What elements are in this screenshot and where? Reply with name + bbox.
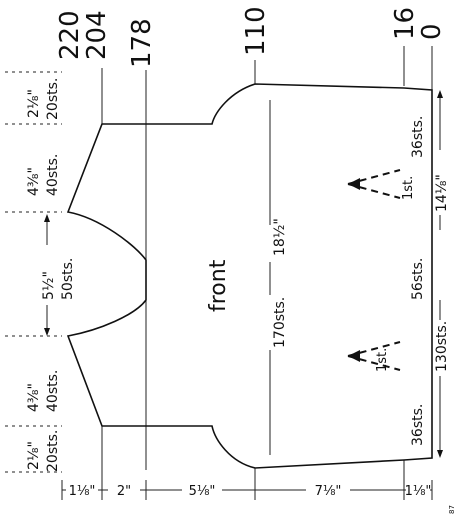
width-inches: 4⅜" <box>26 167 42 196</box>
row-label-16: 16 <box>390 7 420 40</box>
height-label-4: 7⅛" <box>315 484 342 499</box>
width-section-1: 2⅛" 20sts. <box>26 78 61 120</box>
dart-lower: 1st. <box>347 341 401 372</box>
width-sts: 20sts. <box>45 430 61 472</box>
label-backdrop <box>182 482 222 498</box>
arrowhead <box>437 90 443 98</box>
label-backdrop <box>108 482 140 498</box>
height-label-2: 2" <box>117 484 131 499</box>
width-sts: 40sts. <box>45 154 61 196</box>
width-sts: 40sts. <box>45 370 61 412</box>
dart-line <box>347 183 401 199</box>
width-section-2: 4⅜" 40sts. <box>26 154 61 196</box>
width-inches: 4⅜" <box>26 383 42 412</box>
front-piece-outline <box>66 83 433 469</box>
body-width: 18½" <box>272 218 288 256</box>
label-backdrop <box>406 482 430 498</box>
row-label-0: 0 <box>417 23 447 40</box>
row-label-178: 178 <box>127 18 157 68</box>
width-section-3: 5½" 50sts. <box>41 258 76 300</box>
dart-label: 1st. <box>375 348 390 372</box>
upper-sts: 36sts. <box>410 116 426 158</box>
dart-line <box>347 341 401 357</box>
width-inches: 2⅛" <box>26 441 42 470</box>
arrowhead <box>44 328 50 336</box>
middle-sts: 56sts. <box>410 258 426 300</box>
lower-sts: 36sts. <box>410 404 426 446</box>
dart-line <box>347 355 401 371</box>
height-label-1: 1⅛" <box>69 484 96 499</box>
arrowhead <box>437 450 443 458</box>
dart-label: 1st. <box>401 176 416 200</box>
body-sts: 170sts. <box>272 297 288 348</box>
row-label-204: 204 <box>82 10 112 60</box>
upper-width: 14⅛" <box>434 174 450 212</box>
dart-tip <box>348 178 360 190</box>
width-inches: 2⅛" <box>26 89 42 118</box>
dart-upper: 1st. <box>347 169 416 200</box>
label-backdrop <box>306 482 350 498</box>
width-section-4: 4⅜" 40sts. <box>26 370 61 412</box>
height-label-5: 1⅛" <box>405 484 432 499</box>
label-backdrop <box>66 482 98 498</box>
width-sts: 20sts. <box>45 78 61 120</box>
dart-line <box>347 169 401 185</box>
dart-tip <box>348 350 360 362</box>
piece-label: front <box>206 259 231 312</box>
row-label-220: 220 <box>55 10 85 60</box>
width-sts: 50sts. <box>60 258 76 300</box>
width-section-5: 2⅛" 20sts. <box>26 430 61 472</box>
width-inches: 5½" <box>41 271 57 300</box>
lower-width: 130sts. <box>434 321 450 372</box>
arrowhead <box>44 214 50 222</box>
row-label-110: 110 <box>241 6 271 56</box>
height-label-3: 5⅛" <box>189 484 216 499</box>
corner-mark: 87 <box>448 505 456 514</box>
